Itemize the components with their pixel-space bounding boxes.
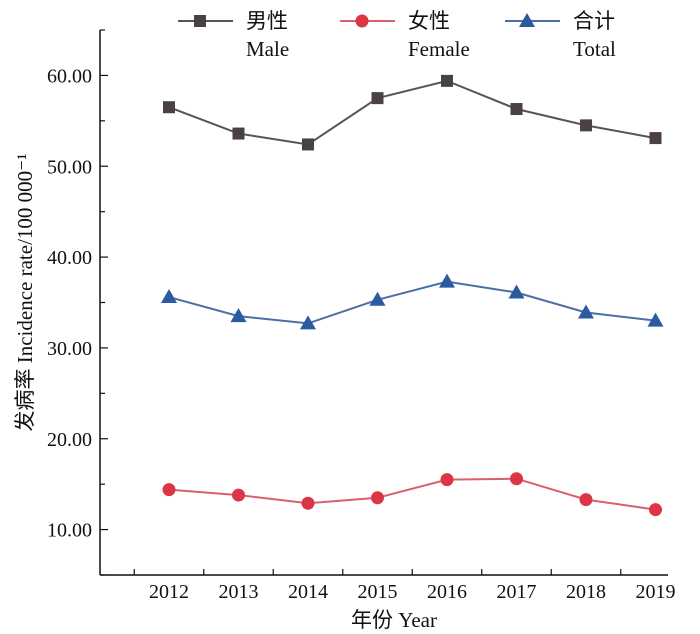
legend-marker — [355, 14, 369, 28]
data-point — [510, 472, 523, 486]
data-point — [161, 289, 177, 304]
y-tick-label: 20.00 — [47, 429, 92, 451]
data-point — [302, 138, 314, 151]
data-point — [510, 103, 523, 116]
series-line — [168, 477, 656, 511]
legend-marker — [194, 15, 206, 27]
data-point — [163, 101, 175, 114]
y-tick-label: 10.00 — [47, 520, 92, 542]
data-point — [162, 483, 176, 497]
x-tick-label: 2014 — [288, 581, 328, 603]
series-male — [163, 74, 662, 151]
data-point — [232, 127, 245, 140]
legend-label-en: Total — [573, 37, 616, 61]
legend-label-cn: 男性 — [246, 9, 288, 33]
y-tick-label: 50.00 — [47, 156, 92, 178]
legend-item-male: 男性 Male — [178, 9, 289, 61]
data-point — [439, 273, 455, 288]
data-point — [649, 132, 662, 145]
series-female — [162, 472, 662, 517]
x-ticks: 2012 2013 2014 2015 2016 2017 2018 2019 — [133, 569, 676, 603]
data-point — [508, 284, 525, 299]
data-point — [301, 496, 315, 510]
y-tick-label: 30.00 — [47, 338, 92, 360]
data-point — [230, 308, 247, 323]
y-axis-title: 发病率 Incidence rate/100 000⁻¹ — [13, 153, 37, 431]
data-point — [371, 92, 384, 105]
x-axis-title: 年份 Year — [351, 608, 437, 632]
y-tick-label: 40.00 — [47, 247, 92, 269]
series-line — [168, 280, 656, 325]
data-point — [580, 119, 592, 132]
x-tick-label: 2016 — [427, 581, 467, 603]
data-point — [300, 315, 316, 330]
legend-label-en: Male — [246, 37, 289, 61]
x-tick-label: 2017 — [497, 581, 537, 603]
data-point — [371, 491, 384, 505]
data-point — [578, 304, 594, 319]
data-point — [440, 473, 454, 487]
legend-label-en: Female — [408, 37, 470, 61]
legend-marker — [519, 13, 535, 27]
series-total — [161, 273, 664, 330]
legend-label-cn: 女性 — [408, 9, 450, 33]
data-point — [647, 312, 664, 327]
data-point — [369, 291, 386, 306]
x-tick-label: 2013 — [219, 581, 259, 603]
series-layer — [161, 74, 664, 517]
series-line — [168, 79, 656, 146]
y-tick-label: 60.00 — [47, 65, 92, 87]
x-tick-label: 2012 — [149, 581, 189, 603]
legend: 男性 Male 女性 Female 合计 Total — [178, 9, 616, 61]
y-ticks: 10.00 20.00 30.00 40.00 50.00 60.00 — [47, 29, 108, 576]
x-tick-label: 2018 — [566, 581, 606, 603]
data-point — [441, 74, 453, 87]
x-tick-label: 2015 — [358, 581, 398, 603]
legend-item-female: 女性 Female — [340, 9, 470, 61]
data-point — [579, 493, 593, 507]
data-point — [232, 488, 245, 502]
legend-label-cn: 合计 — [573, 9, 615, 33]
data-point — [649, 503, 662, 517]
x-tick-label: 2019 — [636, 581, 676, 603]
legend-item-total: 合计 Total — [505, 9, 616, 61]
